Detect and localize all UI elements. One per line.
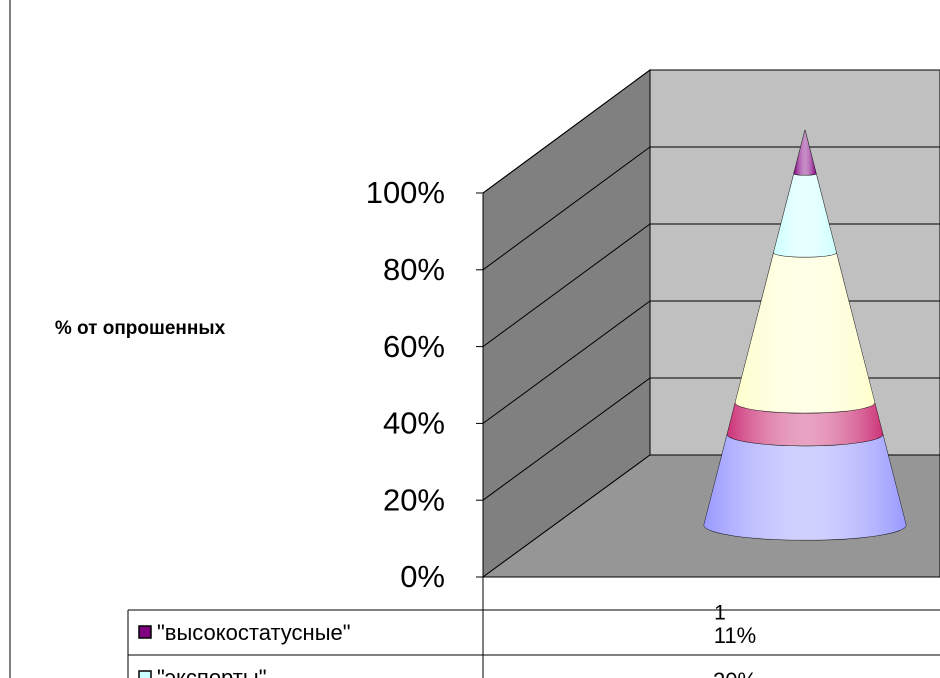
y-tick-label: 0% [400,559,445,594]
y-tick-label: 20% [383,482,445,517]
y-axis-title: % от опрошенных [54,318,226,339]
cone-shade [704,434,906,541]
cone-shade [793,130,817,176]
cone-shade [727,402,883,446]
grid-line [482,300,651,424]
y-tick-label: 100% [366,175,445,210]
table-value: 20% [713,668,757,678]
grid-line [482,377,651,501]
category-label: 1 [714,602,726,625]
y-tick-label: 80% [383,252,445,287]
cone-shade [773,173,837,258]
legend-label: "высокостатусные" [157,620,351,645]
legend-key [138,670,152,678]
cone [703,129,907,541]
legend-key [138,625,152,639]
grid-line [482,146,651,271]
y-tick-label: 60% [383,329,445,364]
legend-label: "экспорты" [157,665,267,678]
grid-line [482,223,651,348]
grid-line [482,69,651,194]
y-tick-label: 40% [383,406,445,441]
grid: 0% 20% 40% 60% 80% 100% [366,69,940,594]
table-value: 11% [714,623,756,648]
data-table: 1 "высокостатусные" 11% "экспорты" 20% [127,577,940,678]
cone-shade [735,252,875,414]
